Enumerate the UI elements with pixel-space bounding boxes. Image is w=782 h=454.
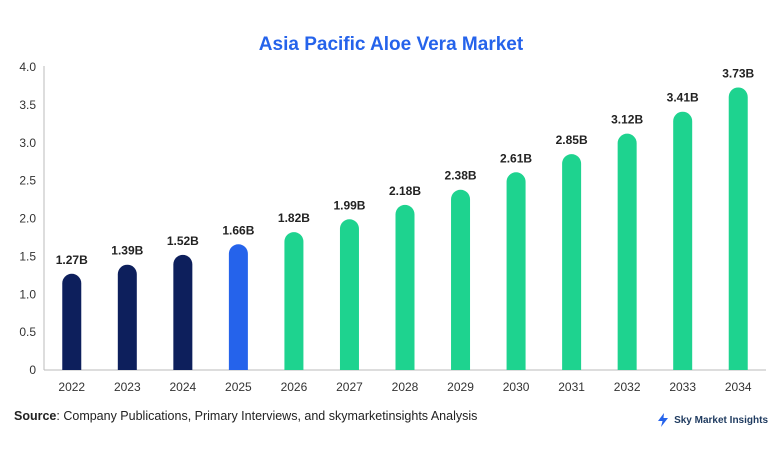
y-axis-ticks: 0 0.5 1.0 1.5 2.0 2.5 3.0 3.5 4.0 (19, 60, 36, 377)
bar-2028 (395, 204, 415, 370)
y-tick-label: 1.5 (19, 249, 36, 263)
y-tick-label: 2.5 (19, 174, 36, 188)
data-label-2023: 1.39B (111, 244, 143, 258)
source-text: : Company Publications, Primary Intervie… (56, 409, 478, 423)
data-label-2028: 2.18B (389, 184, 421, 198)
bar-2031 (562, 154, 582, 370)
y-tick-label: 1.0 (19, 287, 36, 301)
x-axis-ticks: 2022 2023 2024 2025 2026 2027 2028 2029 2030 2031… (58, 380, 751, 394)
source-label: Source (14, 409, 57, 423)
x-tick-label-2025: 2025 (225, 380, 252, 394)
data-label-2025: 1.66B (222, 223, 254, 237)
source-line: Source: Company Publications, Primary In… (14, 409, 477, 423)
bar-2033 (673, 111, 693, 370)
x-tick-label-2026: 2026 (281, 380, 308, 394)
bar-2026 (284, 232, 304, 370)
chart-title: Asia Pacific Aloe Vera Market (258, 34, 524, 55)
data-label-2022: 1.27B (56, 253, 88, 267)
x-tick-label-2029: 2029 (447, 380, 474, 394)
data-label-2029: 2.38B (445, 169, 477, 183)
x-tick-label-2031: 2031 (558, 380, 585, 394)
brand-logo: Sky Market Insights (656, 413, 768, 427)
data-label-2026: 1.82B (278, 211, 310, 225)
x-tick-label-2022: 2022 (58, 380, 85, 394)
data-label-2030: 2.61B (500, 151, 532, 165)
data-label-2034: 3.73B (722, 66, 754, 80)
data-labels: 1.27B 1.39B 1.52B 1.66B 1.82B 1.99B 2.18B 2.38B… (56, 66, 755, 266)
x-tick-label-2023: 2023 (114, 380, 141, 394)
bar-2029 (451, 189, 471, 370)
data-label-2032: 3.12B (611, 113, 643, 127)
brand-name: Sky Market Insights (674, 414, 768, 426)
data-label-2027: 1.99B (333, 198, 365, 212)
x-tick-label-2027: 2027 (336, 380, 363, 394)
y-tick-label: 0 (29, 363, 36, 377)
y-tick-label: 2.0 (19, 212, 36, 226)
data-label-2033: 3.41B (667, 91, 699, 105)
x-tick-label-2032: 2032 (614, 380, 641, 394)
bars (62, 87, 748, 370)
y-tick-label: 4.0 (19, 60, 36, 74)
x-tick-label-2030: 2030 (503, 380, 530, 394)
y-tick-label: 0.5 (19, 325, 36, 339)
y-tick-label: 3.0 (19, 136, 36, 150)
bar-chart: 0 0.5 1.0 1.5 2.0 2.5 3.0 3.5 4.0 1.27B 1.39B 1.52… (19, 60, 766, 394)
bar-2022 (62, 273, 82, 370)
x-tick-label-2033: 2033 (669, 380, 696, 394)
x-tick-label-2024: 2024 (169, 380, 196, 394)
lightning-bolt-icon (658, 413, 669, 427)
bar-2025 (228, 244, 248, 370)
x-tick-label-2034: 2034 (725, 380, 752, 394)
bar-2030 (506, 172, 526, 370)
bar-2024 (173, 254, 193, 370)
bar-2023 (117, 264, 137, 370)
bar-2027 (339, 219, 359, 370)
data-label-2031: 2.85B (556, 133, 588, 147)
y-tick-label: 3.5 (19, 98, 36, 112)
x-tick-label-2028: 2028 (392, 380, 419, 394)
bar-2032 (617, 133, 637, 370)
data-label-2024: 1.52B (167, 234, 199, 248)
bar-2034 (728, 87, 748, 370)
